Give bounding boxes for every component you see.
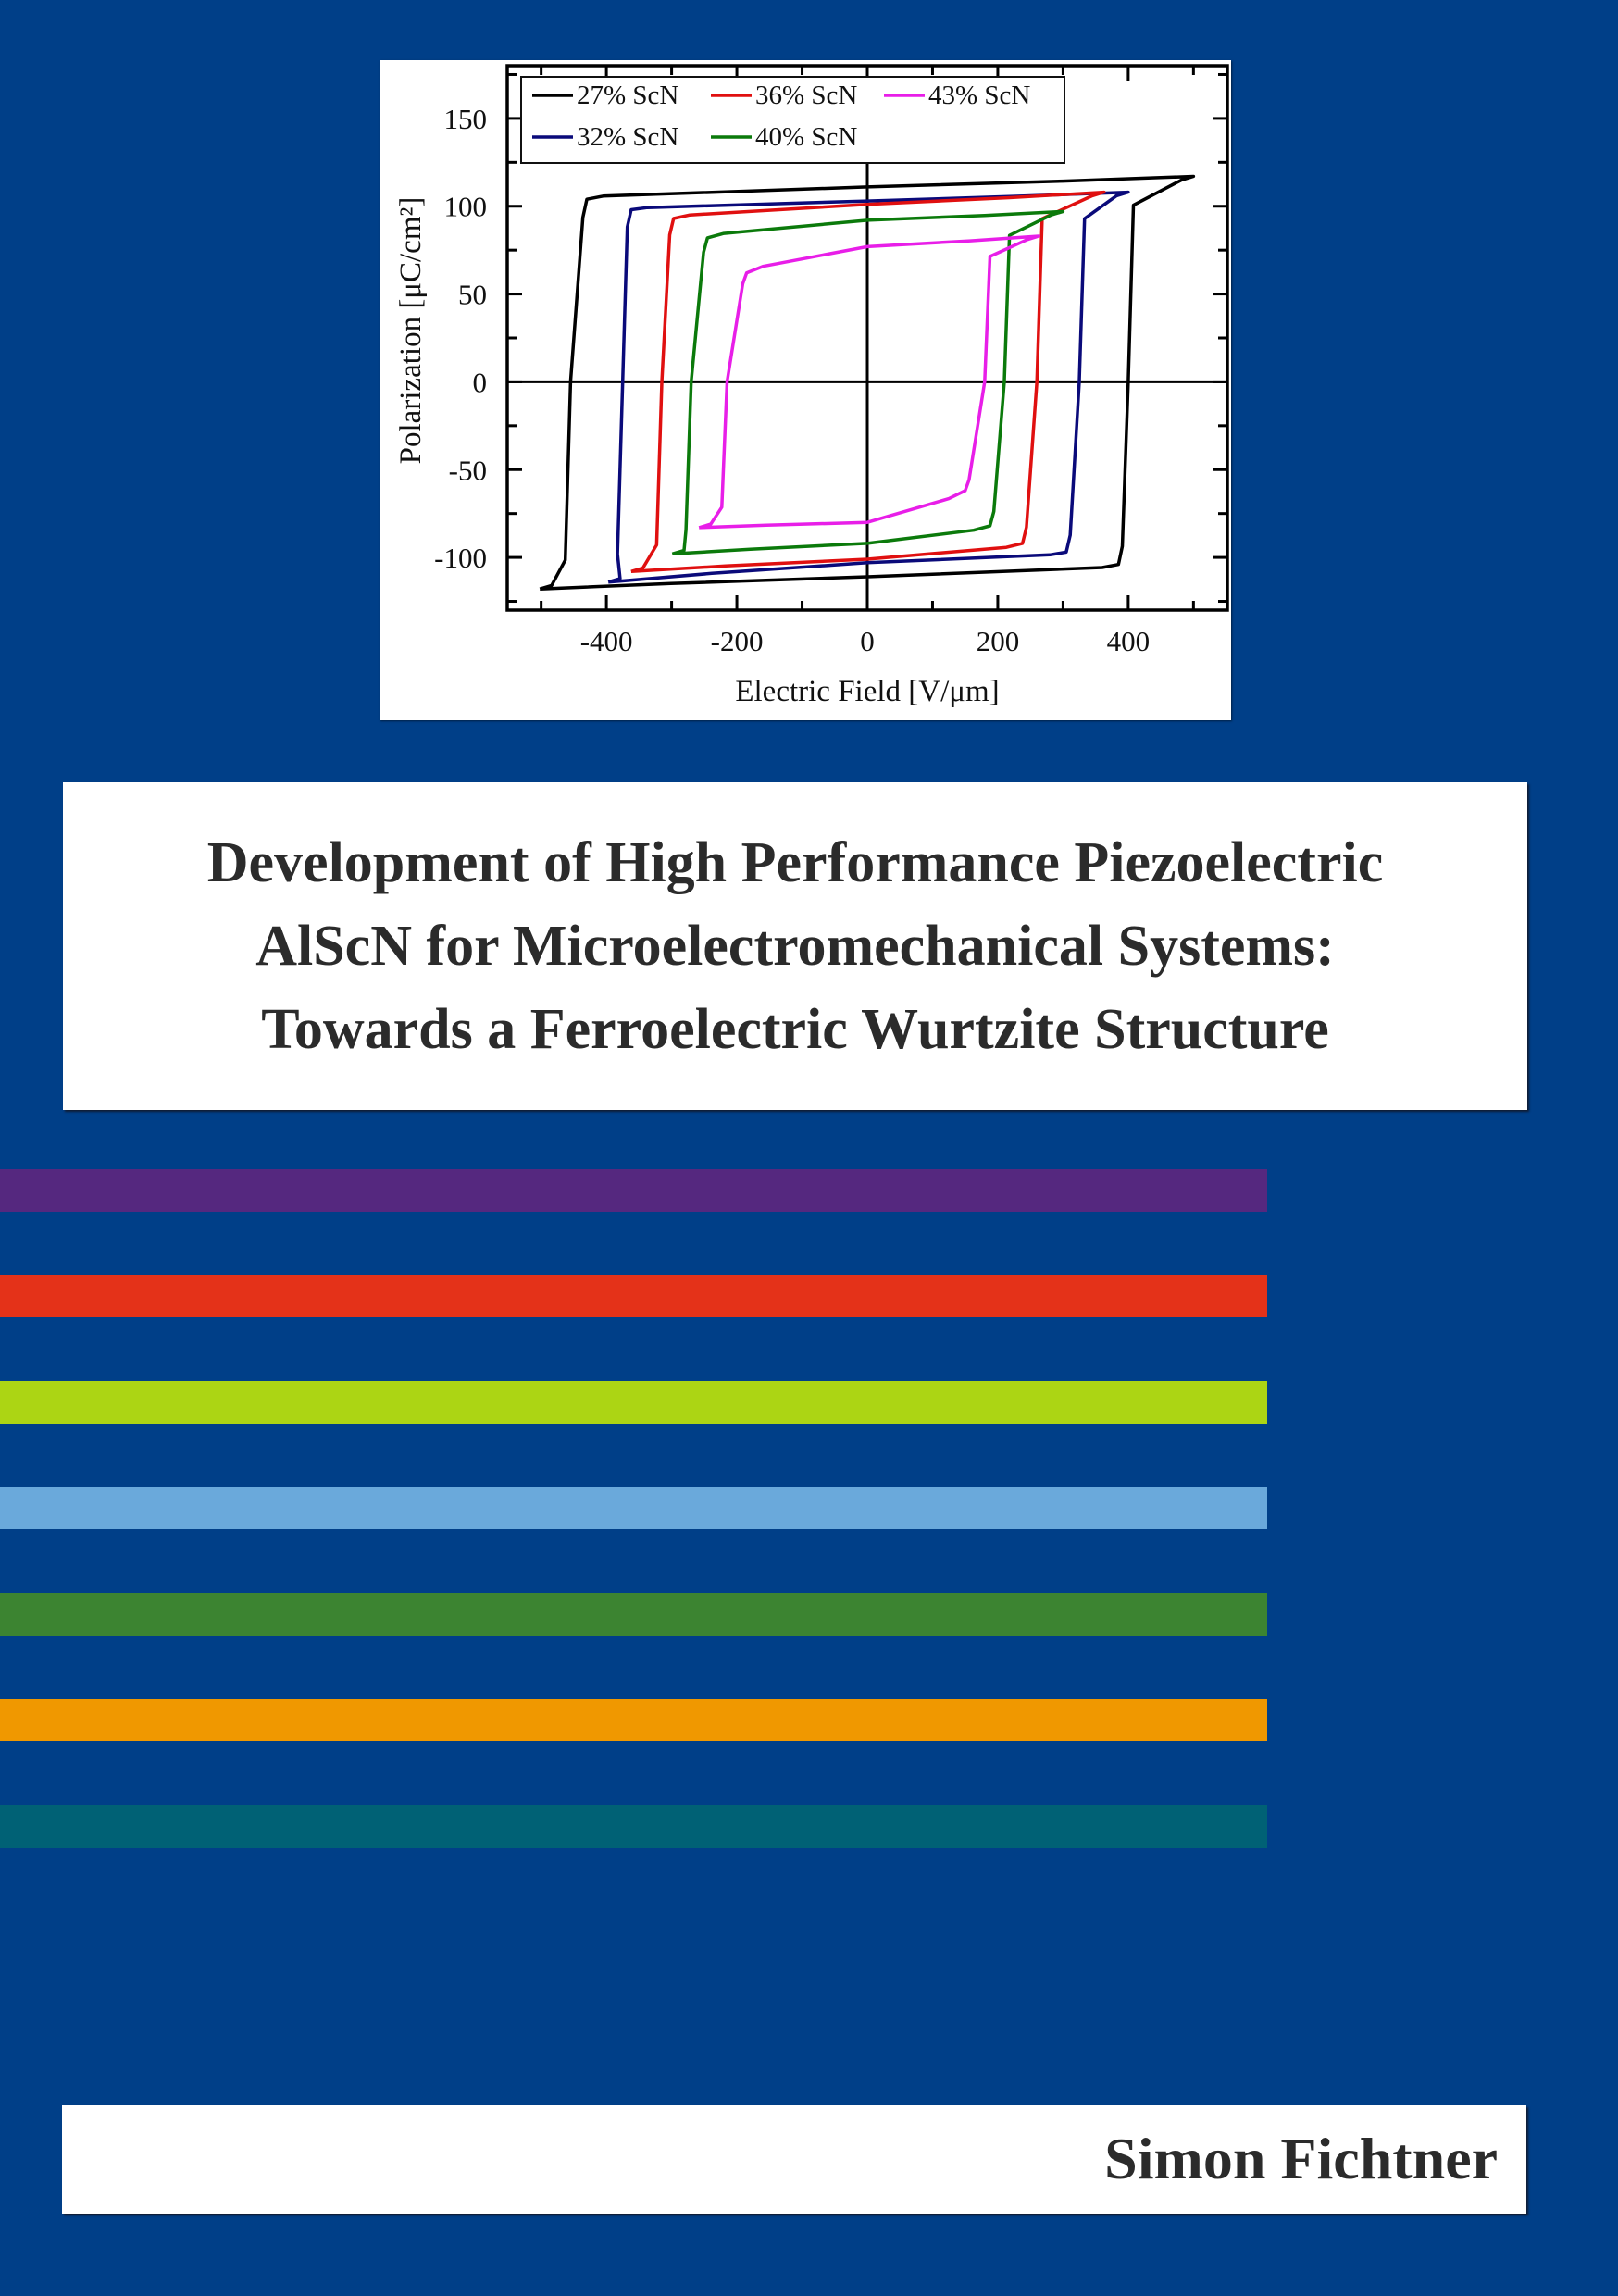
legend-label: 36% ScN: [755, 81, 857, 110]
legend-label: 27% ScN: [577, 81, 678, 110]
author-name: Simon Fichtner: [1104, 2126, 1498, 2191]
x-axis-label: Electric Field [V/μm]: [735, 675, 999, 708]
color-stripe-5: [0, 1593, 1267, 1636]
hysteresis-chart: -400 -200 0 200 400 -100 -50 0 50 100 150 Electric …: [394, 64, 1229, 708]
hysteresis-chart-figure: -400 -200 0 200 400 -100 -50 0 50 100 150 Electric …: [380, 60, 1231, 720]
y-tick-label: 0: [473, 366, 488, 398]
color-stripe-2: [0, 1275, 1267, 1317]
legend-label: 40% ScN: [755, 122, 857, 152]
loop-43-scn: [698, 234, 1041, 530]
y-tick-label: 150: [444, 103, 488, 135]
color-stripe-3: [0, 1381, 1267, 1424]
legend-label: 43% ScN: [928, 81, 1030, 110]
x-tick-label: -400: [580, 625, 633, 657]
title-line-3: Towards a Ferroelectric Wurtzite Structu…: [261, 998, 1329, 1061]
author-box: Simon Fichtner: [62, 2105, 1526, 2214]
loop-27-scn: [539, 174, 1196, 591]
color-stripe-1: [0, 1169, 1267, 1212]
title-line-1: Development of High Performance Piezoele…: [206, 831, 1384, 894]
y-tick-label: -50: [449, 454, 487, 486]
legend-box: [520, 76, 1065, 164]
x-tick-label: 200: [977, 625, 1020, 657]
x-tick-label: 0: [860, 625, 875, 657]
title-box: Development of High Performance Piezoele…: [63, 782, 1527, 1110]
loop-40-scn: [671, 209, 1065, 556]
y-tick-label: -100: [434, 542, 487, 574]
y-tick-label: 100: [444, 191, 488, 223]
plot-frame: [505, 64, 1229, 612]
loop-32-scn: [607, 190, 1130, 584]
loop-36-scn: [630, 190, 1106, 574]
title-line-2: AlScN for Microelectromechanical Systems…: [255, 915, 1335, 978]
legend-label: 32% ScN: [577, 122, 678, 152]
color-stripe-6: [0, 1699, 1267, 1741]
color-stripe-4: [0, 1487, 1267, 1529]
y-axis-label: Polarization [μC/cm²]: [394, 197, 428, 465]
color-stripe-7: [0, 1805, 1267, 1848]
x-tick-label: 400: [1107, 625, 1151, 657]
x-tick-label: -200: [711, 625, 764, 657]
y-tick-label: 50: [458, 279, 487, 311]
